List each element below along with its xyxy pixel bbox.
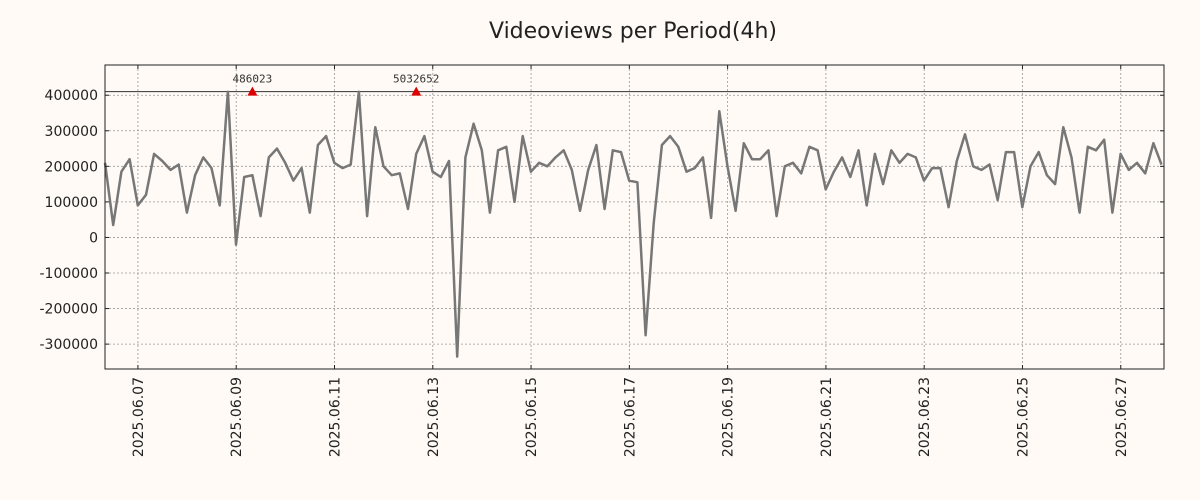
y-tick-label: 200000 bbox=[45, 159, 98, 175]
x-tick-label: 2025.06.09 bbox=[229, 377, 245, 457]
y-tick-label: -100000 bbox=[40, 266, 99, 282]
x-tick-label: 2025.06.15 bbox=[524, 377, 540, 457]
x-tick-label: 2025.06.17 bbox=[622, 377, 638, 457]
chart-title: Videoviews per Period(4h) bbox=[489, 19, 777, 44]
y-tick-label: -200000 bbox=[40, 302, 99, 318]
y-tick-label: 0 bbox=[89, 230, 98, 246]
tick-layer: 400000 300000 200000 100000 0 -100000 -200000 -… bbox=[40, 65, 1164, 457]
y-tick-label: 100000 bbox=[45, 195, 98, 211]
series-line bbox=[103, 90, 1163, 358]
peak-annotation: 5032652 bbox=[393, 73, 439, 86]
plot-frame bbox=[104, 64, 1165, 370]
x-tick-label: 2025.06.19 bbox=[721, 377, 737, 457]
y-tick-label: 300000 bbox=[45, 124, 98, 140]
grid-layer bbox=[105, 65, 1164, 369]
x-tick-label: 2025.06.25 bbox=[1015, 377, 1031, 457]
peak-marker bbox=[411, 86, 422, 96]
x-tick-label: 2025.06.23 bbox=[917, 377, 933, 457]
x-tick-label: 2025.06.27 bbox=[1114, 377, 1130, 457]
marker-layer: 486023 5032652 bbox=[233, 73, 439, 96]
peak-marker bbox=[247, 86, 258, 96]
x-tick-label: 2025.06.21 bbox=[819, 377, 835, 457]
x-tick-label: 2025.06.13 bbox=[426, 377, 442, 457]
x-tick-label: 2025.06.07 bbox=[131, 377, 147, 457]
peak-annotation: 486023 bbox=[233, 73, 273, 86]
x-tick-label: 2025.06.11 bbox=[327, 377, 343, 457]
y-tick-label: -300000 bbox=[40, 337, 99, 353]
y-tick-label: 400000 bbox=[45, 88, 98, 104]
